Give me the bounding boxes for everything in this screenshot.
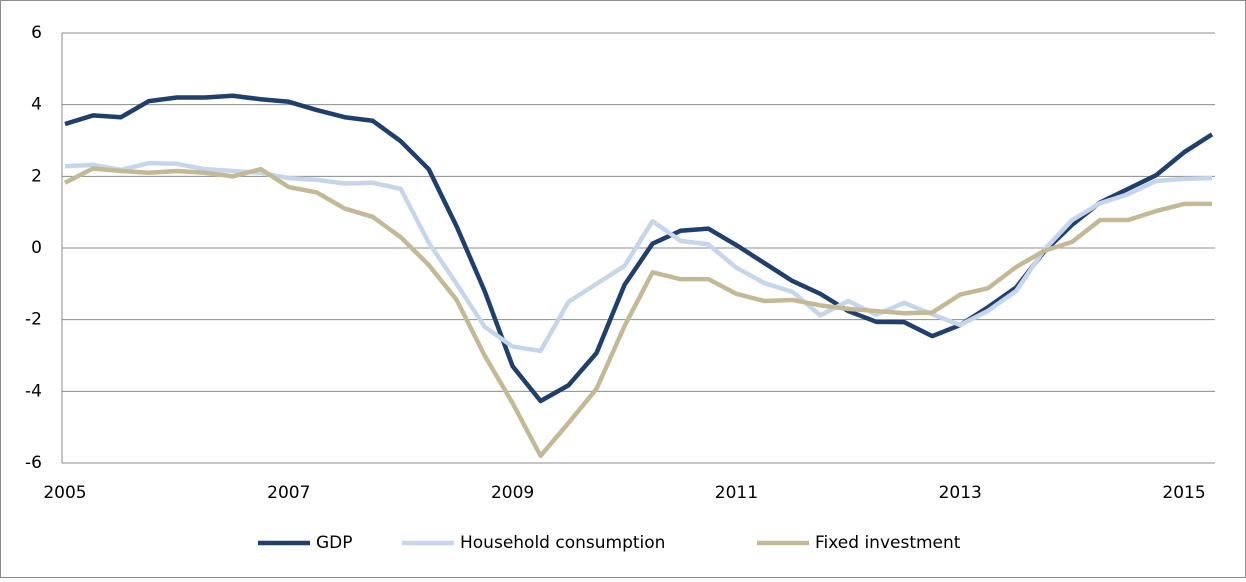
y-tick-label: -4 bbox=[25, 381, 42, 401]
x-tick-label: 2009 bbox=[491, 483, 534, 503]
y-tick-label: 0 bbox=[31, 238, 42, 258]
y-tick-label: 4 bbox=[31, 95, 42, 115]
y-tick-label: -6 bbox=[25, 453, 42, 473]
x-tick-label: 2013 bbox=[939, 483, 982, 503]
legend-label: Household consumption bbox=[460, 533, 665, 553]
y-tick-label: -2 bbox=[25, 310, 42, 330]
legend-label: GDP bbox=[316, 533, 353, 553]
x-tick-label: 2005 bbox=[43, 483, 86, 503]
x-tick-label: 2015 bbox=[1162, 483, 1205, 503]
x-tick-label: 2007 bbox=[267, 483, 310, 503]
series-line bbox=[63, 166, 1212, 459]
legend-label: Fixed investment bbox=[815, 533, 961, 553]
y-tick-label: 6 bbox=[31, 23, 42, 43]
y-tick-label: 2 bbox=[31, 166, 42, 186]
x-tick-label: 2011 bbox=[715, 483, 758, 503]
